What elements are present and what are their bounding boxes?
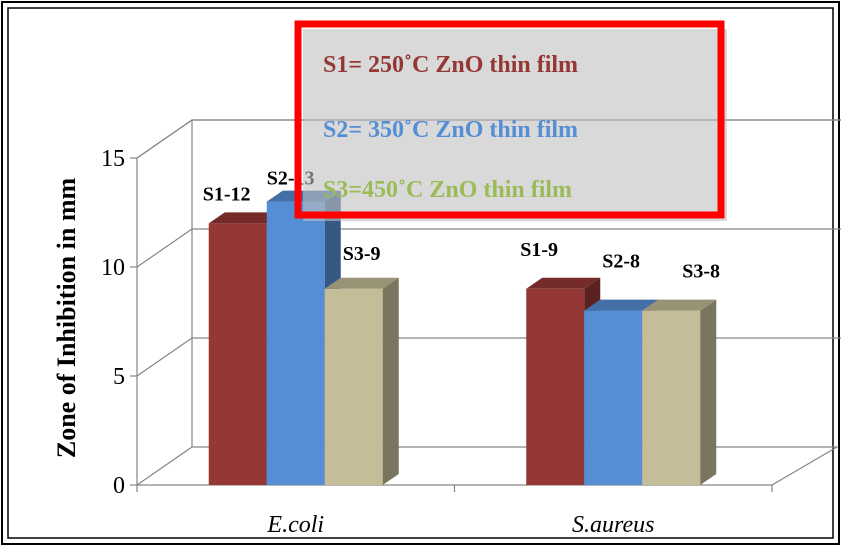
- x-axis: E.coli S.aureus: [136, 485, 773, 538]
- data-label-s3-8: S3-8: [682, 261, 720, 283]
- y-tick-label-15: 15: [101, 146, 125, 172]
- legend-entry-s2: S2= 350˚C ZnO thin film: [323, 117, 578, 143]
- bar-front-face: [642, 310, 701, 485]
- data-label-s2-13: S2-13: [267, 168, 315, 190]
- bar-top-face: [642, 299, 717, 311]
- legend-entry-s3: S3=450˚C ZnO thin film: [323, 177, 572, 203]
- y-axis-title: Zone of Inhibition in mm: [52, 178, 81, 459]
- bar-side-face: [382, 277, 399, 485]
- data-label-s3-9: S3-9: [343, 243, 381, 265]
- x-tick-label-s-aureus: S.aureus: [572, 512, 654, 538]
- bar-front-face: [324, 288, 383, 485]
- bar-top-face: [526, 277, 601, 289]
- legend: S1= 250˚C ZnO thin film S2= 350˚C ZnO th…: [294, 20, 727, 221]
- bar-3-s-aureus: [642, 299, 717, 485]
- bar-front-face: [526, 288, 585, 485]
- legend-shadow: [303, 29, 727, 221]
- inner-border: [7, 7, 834, 539]
- bar-top-face: [584, 299, 659, 311]
- bar-front-face: [208, 223, 267, 485]
- legend-box: [294, 20, 725, 219]
- gridline-10: [136, 228, 841, 268]
- data-labels: S1-12 S2-13 S3-9 S1-9 S2-8 S3-8: [203, 168, 720, 283]
- bar-top-face: [324, 277, 399, 289]
- data-label-s1-9: S1-9: [520, 239, 558, 261]
- y-tick-label-0: 0: [113, 473, 125, 499]
- x-tick-label-e-coli: E.coli: [266, 512, 324, 538]
- bars: [208, 190, 717, 485]
- y-tick-label-10: 10: [101, 255, 125, 281]
- y-tick-label-5: 5: [113, 364, 125, 390]
- data-label-s2-8: S2-8: [602, 251, 640, 273]
- data-label-s1-12: S1-12: [203, 183, 251, 205]
- bar-front-face: [584, 310, 643, 485]
- legend-entry-s1: S1= 250˚C ZnO thin film: [323, 52, 578, 78]
- y-axis-ticks: 0 5 10 15: [101, 146, 137, 499]
- bar-3-e-coli: [324, 277, 399, 485]
- bar-top-face: [208, 212, 283, 224]
- bar-side-face: [700, 299, 717, 485]
- bar-front-face: [266, 201, 325, 485]
